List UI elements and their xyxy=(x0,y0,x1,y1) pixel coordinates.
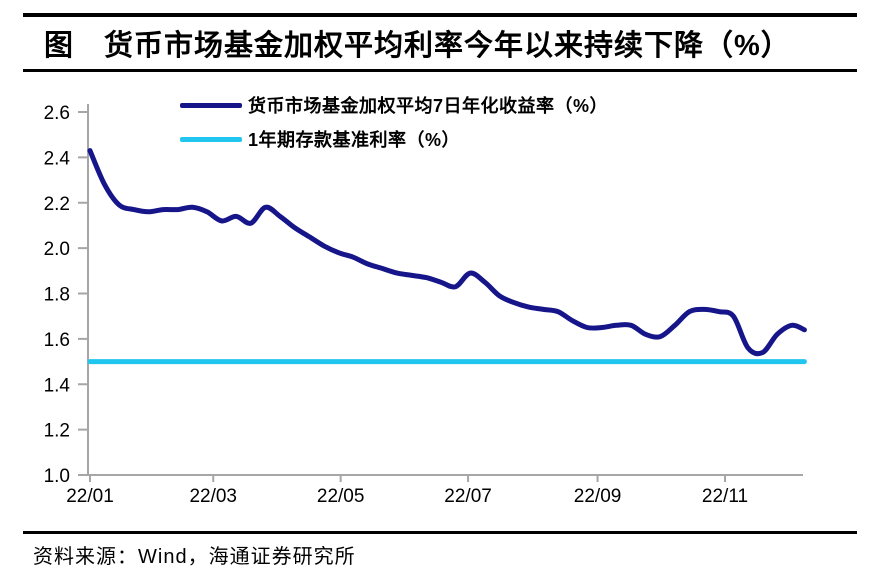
fund-yield-series-line xyxy=(87,148,807,357)
fund-yield-line-swatch xyxy=(180,102,242,108)
y-tick-label: 1.8 xyxy=(44,285,70,306)
footer-divider-rule xyxy=(23,531,857,534)
deposit-rate-line-swatch xyxy=(180,136,242,142)
y-tick-label: 2.4 xyxy=(44,148,71,169)
y-tick-label: 2.6 xyxy=(44,103,70,124)
chart-title: 图 货币市场基金加权平均利率今年以来持续下降（%） xyxy=(44,30,791,62)
y-tick-label: 2.0 xyxy=(44,239,70,260)
x-tick-label: 22/07 xyxy=(444,486,492,507)
legend-label-fund-yield: 货币市场基金加权平均7日年化收益率（%） xyxy=(248,96,609,116)
y-tick-label: 1.4 xyxy=(44,375,71,396)
y-tick-label: 1.2 xyxy=(44,421,70,442)
legend-item-fund-yield: 货币市场基金加权平均7日年化收益率（%） xyxy=(180,90,608,120)
top-border-rule xyxy=(23,13,857,17)
legend-label-deposit-rate: 1年期存款基准利率（%） xyxy=(248,130,461,150)
y-tick-label: 1.6 xyxy=(44,330,70,351)
x-tick-label: 22/09 xyxy=(574,486,622,507)
x-tick-label: 22/11 xyxy=(702,486,748,507)
x-tick-label: 22/03 xyxy=(189,486,237,507)
x-tick-label: 22/05 xyxy=(317,486,365,507)
legend-item-deposit-rate: 1年期存款基准利率（%） xyxy=(180,124,608,154)
data-source-note: 资料来源：Wind，海通证券研究所 xyxy=(33,546,356,568)
x-tick-label: 22/01 xyxy=(66,486,114,507)
y-tick-label: 2.2 xyxy=(44,194,70,215)
chart-legend: 货币市场基金加权平均7日年化收益率（%） 1年期存款基准利率（%） xyxy=(180,90,608,158)
y-tick-label: 1.0 xyxy=(44,466,70,487)
title-divider-rule xyxy=(23,69,857,72)
